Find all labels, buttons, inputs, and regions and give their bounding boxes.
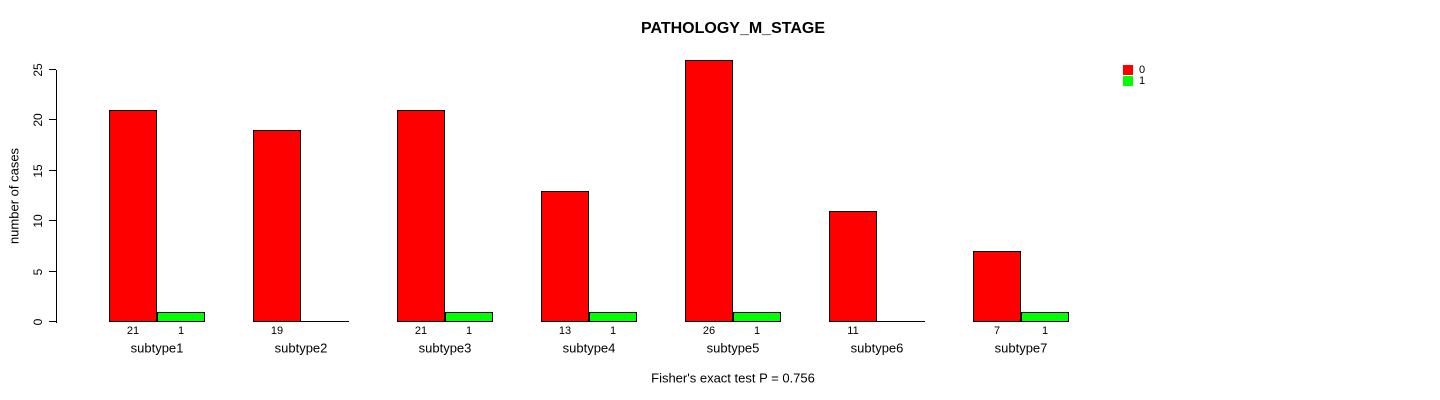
legend-label-1: 1 xyxy=(1139,75,1146,87)
legend-swatch-1 xyxy=(1123,76,1133,86)
bar-value-label: 21 xyxy=(414,325,428,337)
y-tick-label: 5 xyxy=(31,268,45,275)
bar-value-label: 21 xyxy=(126,325,140,337)
y-axis-label: number of cases xyxy=(6,147,22,245)
bar-value-label: 1 xyxy=(177,325,185,337)
y-axis-tick xyxy=(49,170,56,171)
bar-value-label: 1 xyxy=(753,325,761,337)
x-category-label: subtype2 xyxy=(274,340,328,356)
y-axis-tick xyxy=(49,69,56,70)
bar-value-label: 1 xyxy=(609,325,617,337)
y-tick-label: 15 xyxy=(31,164,45,178)
legend-label-0: 0 xyxy=(1139,64,1146,76)
x-category-label: subtype5 xyxy=(706,340,760,356)
bar-series0-subtype4 xyxy=(541,191,589,322)
bar-value-label: 13 xyxy=(558,325,572,337)
x-category-label: subtype7 xyxy=(994,340,1048,356)
bar-series1-subtype7 xyxy=(1021,312,1069,322)
y-axis-line xyxy=(56,70,57,323)
y-tick-label: 10 xyxy=(31,214,45,228)
bar-series0-subtype2 xyxy=(253,130,301,322)
legend-swatch-0 xyxy=(1123,65,1133,75)
y-axis-tick xyxy=(49,220,56,221)
zero-height-bar-line xyxy=(301,321,349,322)
y-axis-tick xyxy=(49,321,56,322)
bar-value-label: 1 xyxy=(465,325,473,337)
bar-value-label: 11 xyxy=(847,325,859,337)
zero-height-bar-line xyxy=(877,321,925,322)
x-category-label: subtype4 xyxy=(562,340,616,356)
y-axis-tick xyxy=(49,119,56,120)
annotation-text: Fisher's exact test P = 0.756 xyxy=(651,370,815,386)
bar-series0-subtype6 xyxy=(829,211,877,322)
y-tick-label: 0 xyxy=(31,318,45,326)
chart-title: PATHOLOGY_M_STAGE xyxy=(640,20,826,37)
bar-series1-subtype3 xyxy=(445,312,493,322)
x-category-label: subtype6 xyxy=(850,340,904,356)
y-tick-label: 20 xyxy=(31,113,45,128)
bar-value-label: 7 xyxy=(993,325,1001,337)
bar-series0-subtype7 xyxy=(973,251,1021,322)
bar-value-label: 26 xyxy=(702,325,716,337)
y-axis-tick xyxy=(49,271,56,272)
bar-series0-subtype1 xyxy=(109,110,157,322)
y-tick-label: 25 xyxy=(31,63,45,77)
bar-value-label: 1 xyxy=(1041,325,1049,337)
x-category-label: subtype1 xyxy=(130,340,184,356)
bar-value-label: 19 xyxy=(270,325,284,337)
bar-series1-subtype4 xyxy=(589,312,637,322)
bar-series0-subtype5 xyxy=(685,60,733,322)
x-category-label: subtype3 xyxy=(418,340,472,356)
bar-series0-subtype3 xyxy=(397,110,445,322)
bar-series1-subtype1 xyxy=(157,312,205,322)
bar-series1-subtype5 xyxy=(733,312,781,322)
